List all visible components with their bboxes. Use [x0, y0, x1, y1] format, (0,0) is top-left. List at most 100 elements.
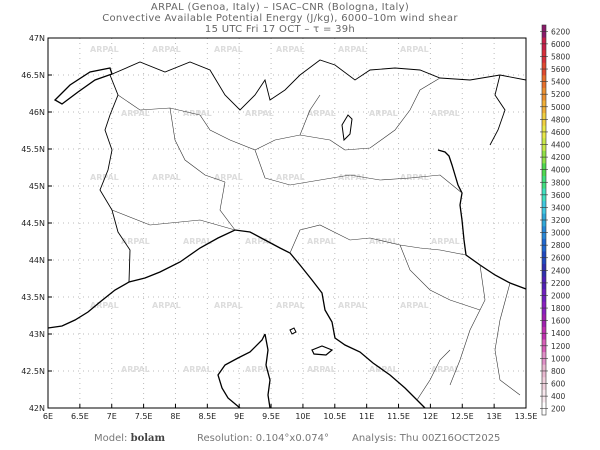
lat-tick-label: 44.5N [21, 219, 45, 228]
arpal-watermark: ARPAL [183, 365, 212, 374]
arpal-watermark: ARPAL [90, 301, 119, 310]
coastline-corsica [217, 333, 271, 409]
coastline-adriatic [437, 149, 527, 290]
arpal-watermark: ARPAL [183, 109, 212, 118]
colorbar-label: 6200 [551, 27, 570, 36]
lon-tick-label: 8.5E [198, 412, 216, 421]
lat-tick-label: 42.5N [21, 367, 45, 376]
arpal-watermark: ARPAL [245, 109, 274, 118]
colorbar-label: 800 [551, 367, 566, 376]
colorbar-label: 1600 [551, 317, 570, 326]
arpal-watermark: ARPAL [152, 173, 181, 182]
arpal-watermark: ARPAL [121, 237, 150, 246]
lon-tick-label: 13.5E [515, 412, 538, 421]
arpal-watermark: ARPAL [121, 365, 150, 374]
colorbar-label: 2000 [551, 291, 570, 300]
lon-tick-label: 6.5E [71, 412, 89, 421]
colorbar-label: 4000 [551, 166, 570, 175]
model-info: Model: bolam [94, 433, 165, 444]
arpal-watermark: ARPAL [245, 365, 274, 374]
lon-tick-label: 7E [107, 412, 117, 421]
lon-tick-label: 7.5E [135, 412, 153, 421]
arpal-watermark: ARPAL [90, 173, 119, 182]
arpal-watermark: ARPAL [400, 45, 429, 54]
lon-tick-label: 11.5E [387, 412, 410, 421]
lat-tick-label: 44N [29, 256, 45, 265]
colorbar-label: 2600 [551, 254, 570, 263]
arpal-watermark: ARPAL [214, 173, 243, 182]
colorbar-label: 5800 [551, 52, 570, 61]
lon-tick-label: 6E [43, 412, 53, 421]
lon-tick-label: 9E [234, 412, 244, 421]
region-borders [111, 77, 521, 401]
colorbar-label: 4600 [551, 128, 570, 137]
lake-geneva [53, 67, 113, 105]
lon-tick-label: 11E [359, 412, 374, 421]
colorbar-label: 3200 [551, 216, 570, 225]
arpal-watermark: ARPAL [214, 45, 243, 54]
arpal-watermark: ARPAL [90, 45, 119, 54]
lon-tick-label: 12.5E [451, 412, 474, 421]
colorbar-label: 5400 [551, 78, 570, 87]
colorbar-label: 2800 [551, 241, 570, 250]
arpal-watermark: ARPAL [152, 45, 181, 54]
lon-tick-label: 12E [423, 412, 438, 421]
arpal-watermark: ARPAL [121, 109, 150, 118]
title-line-2: Convective Available Potential Energy (J… [102, 13, 458, 24]
map-frame [47, 37, 527, 409]
arpal-watermark: ARPAL [276, 173, 305, 182]
colorbar-label: 4200 [551, 153, 570, 162]
arpal-watermark: ARPAL [307, 109, 336, 118]
colorbar-label: 600 [551, 380, 566, 389]
coastline-mainland [47, 229, 426, 409]
colorbar-label: 1200 [551, 342, 570, 351]
island-capraia [289, 327, 297, 335]
lake-garda [341, 114, 353, 142]
colorbar-label: 6000 [551, 40, 570, 49]
colorbar-label: 3800 [551, 178, 570, 187]
title-line-1: ARPAL (Genoa, Italy) – ISAC–CNR (Bologna… [150, 2, 410, 13]
colorbar-label: 5600 [551, 65, 570, 74]
colorbar-label: 3600 [551, 191, 570, 200]
lon-tick-label: 9.5E [262, 412, 280, 421]
lat-tick-label: 46N [29, 108, 45, 117]
arpal-watermark: ARPAL [338, 301, 367, 310]
arpal-watermark: ARPAL [431, 109, 460, 118]
border-switzerland-italy [109, 59, 527, 111]
arpal-watermark: ARPAL [276, 45, 305, 54]
border-france-italy [99, 74, 131, 283]
colorbar-label: 4400 [551, 141, 570, 150]
model-value: bolam [130, 433, 166, 444]
arpal-watermark: ARPAL [276, 301, 305, 310]
model-label: Model: [94, 433, 128, 444]
analysis-info: Analysis: Thu 00Z16OCT2025 [352, 433, 501, 444]
lat-tick-label: 42N [29, 404, 45, 413]
border-slovenia-italy [489, 74, 506, 146]
arpal-watermark: ARPAL [369, 109, 398, 118]
arpal-watermark: ARPAL [431, 237, 460, 246]
colorbar-label: 1800 [551, 304, 570, 313]
colorbar-label: 4800 [551, 115, 570, 124]
title-line-3: 15 UTC Fri 17 OCT – τ = 39h [204, 24, 356, 35]
colorbar-label: 5000 [551, 103, 570, 112]
resolution-info: Resolution: 0.104°x0.074° [197, 433, 329, 444]
colorbar-label: 5200 [551, 90, 570, 99]
colorbar-label: 2400 [551, 266, 570, 275]
arpal-watermark: ARPAL [307, 237, 336, 246]
arpal-watermark: ARPAL [431, 365, 460, 374]
lat-tick-label: 45.5N [21, 145, 45, 154]
colorbar-label: 1400 [551, 329, 570, 338]
arpal-watermark: ARPAL [338, 173, 367, 182]
arpal-watermark: ARPAL [183, 237, 212, 246]
colorbar-label: 1000 [551, 354, 570, 363]
lat-tick-label: 43.5N [21, 293, 45, 302]
arpal-watermark: ARPAL [152, 301, 181, 310]
lat-tick-label: 43N [29, 330, 45, 339]
lat-tick-label: 46.5N [21, 71, 45, 80]
lon-tick-label: 13E [487, 412, 502, 421]
arpal-watermark: ARPAL [369, 237, 398, 246]
lon-tick-label: 10E [295, 412, 310, 421]
lat-tick-label: 47N [29, 34, 45, 43]
